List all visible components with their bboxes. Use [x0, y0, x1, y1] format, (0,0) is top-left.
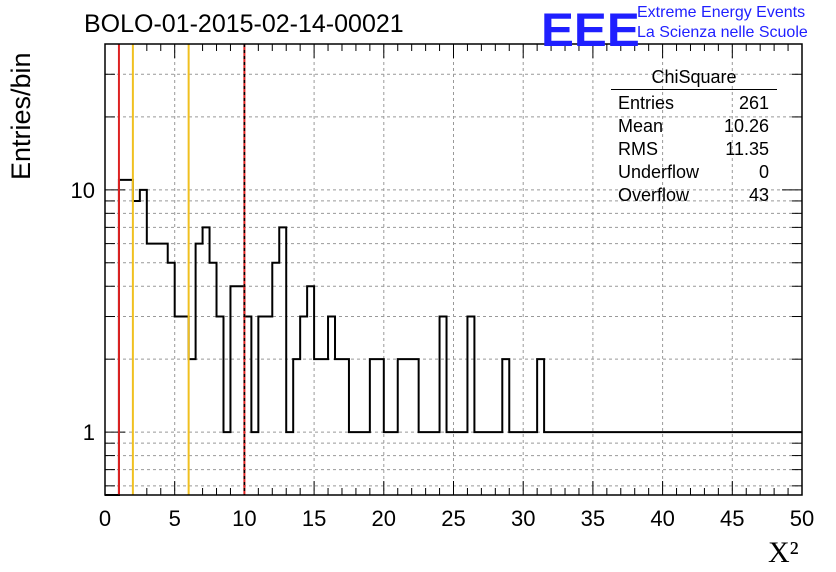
stats-label: Entries	[618, 93, 675, 113]
y-tick-label: 1	[83, 420, 95, 445]
stats-value: 0	[758, 162, 769, 182]
stats-value: 10.26	[723, 116, 769, 136]
stats-value: 43	[748, 185, 769, 205]
stats-row-rms: RMS 11.35	[611, 138, 777, 161]
stats-label: Mean	[618, 116, 664, 136]
y-axis-label: Entries/bin	[6, 52, 36, 180]
x-axis-label: X²	[768, 536, 799, 569]
x-tick-label: 35	[581, 506, 605, 531]
x-tick-label: 0	[99, 506, 111, 531]
x-tick-label: 10	[232, 506, 256, 531]
eee-logo: EEE	[541, 3, 640, 56]
stats-row-entries: Entries 261	[611, 92, 777, 115]
stats-label: RMS	[618, 139, 658, 159]
x-tick-label: 50	[790, 506, 814, 531]
stats-row-mean: Mean 10.26	[611, 115, 777, 138]
stats-box: ChiSquare Entries 261 Mean 10.26 RMS 11.35 …	[611, 63, 777, 207]
stats-value: 261	[738, 93, 769, 113]
x-tick-label: 45	[720, 506, 744, 531]
plot-frame	[104, 43, 803, 496]
stats-label: Overflow	[618, 185, 690, 205]
stats-row-overflow: Overflow 43	[611, 184, 777, 207]
chart-title: BOLO-01-2015-02-14-00021	[84, 10, 404, 38]
x-tick-label: 25	[441, 506, 465, 531]
histogram-series	[105, 178, 802, 496]
stats-row-underflow: Underflow 0	[611, 161, 777, 184]
logo-line-1: Extreme Energy Events	[637, 4, 806, 21]
x-tick-label: 15	[302, 506, 326, 531]
x-tick-label: 20	[372, 506, 396, 531]
x-tick-label: 40	[650, 506, 674, 531]
stats-title: ChiSquare	[611, 63, 777, 90]
y-tick-label: 10	[71, 178, 95, 203]
logo-line-2: La Scienza nelle Scuole	[637, 24, 808, 41]
x-tick-label: 30	[511, 506, 535, 531]
stats-value: 11.35	[725, 139, 769, 159]
x-tick-label: 5	[169, 506, 181, 531]
stats-label: Underflow	[618, 162, 700, 182]
